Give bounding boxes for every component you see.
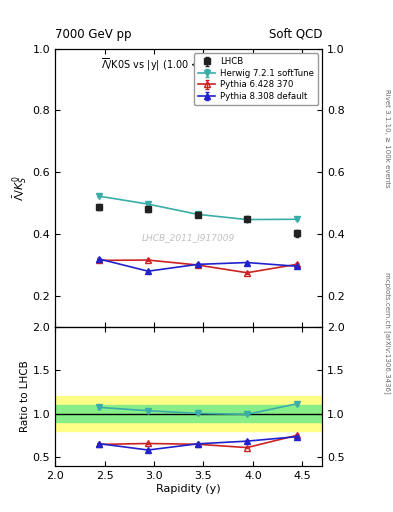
- Text: Rivet 3.1.10, ≥ 100k events: Rivet 3.1.10, ≥ 100k events: [384, 89, 390, 187]
- Text: $\overline{\Lambda}$/K0S vs |y| (1.00 < p$_T$ < 2.50 GeV): $\overline{\Lambda}$/K0S vs |y| (1.00 < …: [101, 57, 277, 73]
- X-axis label: Rapidity (y): Rapidity (y): [156, 483, 221, 494]
- Text: Soft QCD: Soft QCD: [269, 28, 322, 41]
- Text: 7000 GeV pp: 7000 GeV pp: [55, 28, 132, 41]
- Y-axis label: Ratio to LHCB: Ratio to LHCB: [20, 360, 29, 432]
- Bar: [55, 405, 322, 422]
- Text: LHCB_2011_I917009: LHCB_2011_I917009: [142, 233, 235, 242]
- Text: mcplots.cern.ch [arXiv:1306.3436]: mcplots.cern.ch [arXiv:1306.3436]: [384, 272, 391, 394]
- Bar: [55, 396, 322, 431]
- Y-axis label: $\bar{\Lambda}/K^0_S$: $\bar{\Lambda}/K^0_S$: [11, 175, 29, 201]
- Legend: LHCB, Herwig 7.2.1 softTune, Pythia 6.428 370, Pythia 8.308 default: LHCB, Herwig 7.2.1 softTune, Pythia 6.42…: [194, 53, 318, 105]
